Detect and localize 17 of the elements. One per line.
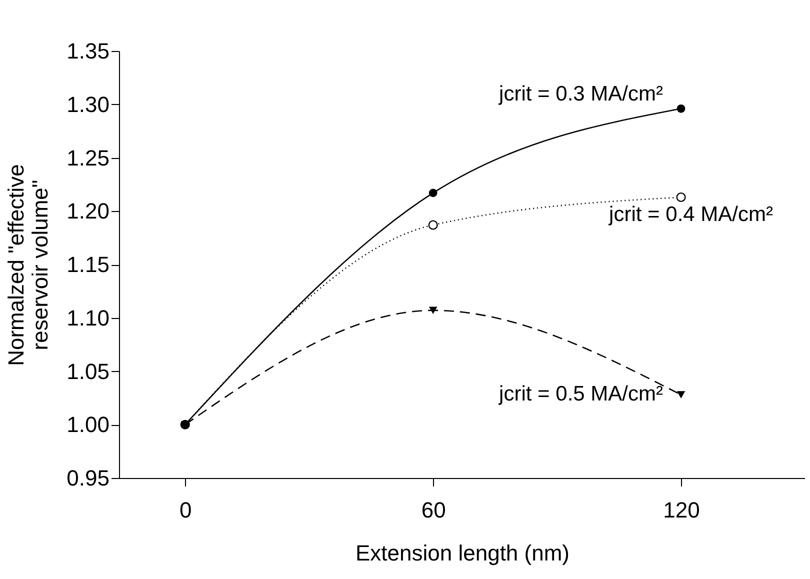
x-tick-label: 0	[179, 498, 192, 522]
y-tick-label: 0.95	[66, 466, 110, 490]
x-tick-label: 120	[663, 498, 700, 522]
y-tick-label: 1.10	[66, 305, 110, 330]
x-axis-title: Extension length (nm)	[356, 540, 570, 566]
y-tick-label: 1.15	[66, 252, 110, 277]
y-tick-label: 1.05	[66, 358, 110, 384]
x-tick-label: 60	[421, 498, 446, 522]
series-label: jcrit = 0.5 MA/cm²	[498, 382, 663, 406]
y-tick-label: 1.20	[66, 198, 110, 224]
series-label: jcrit = 0.4 MA/cm²	[608, 203, 773, 226]
y-tick-label: 1.25	[66, 145, 110, 170]
y-tick-label: 1.00	[66, 412, 110, 438]
series-label: jcrit = 0.3 MA/cm²	[498, 82, 663, 106]
y-tick-label: 1.30	[66, 92, 110, 117]
y-tick-label: 1.35	[66, 38, 110, 64]
y-axis-title: Normalzed "effective reservoir volume"	[4, 164, 53, 366]
